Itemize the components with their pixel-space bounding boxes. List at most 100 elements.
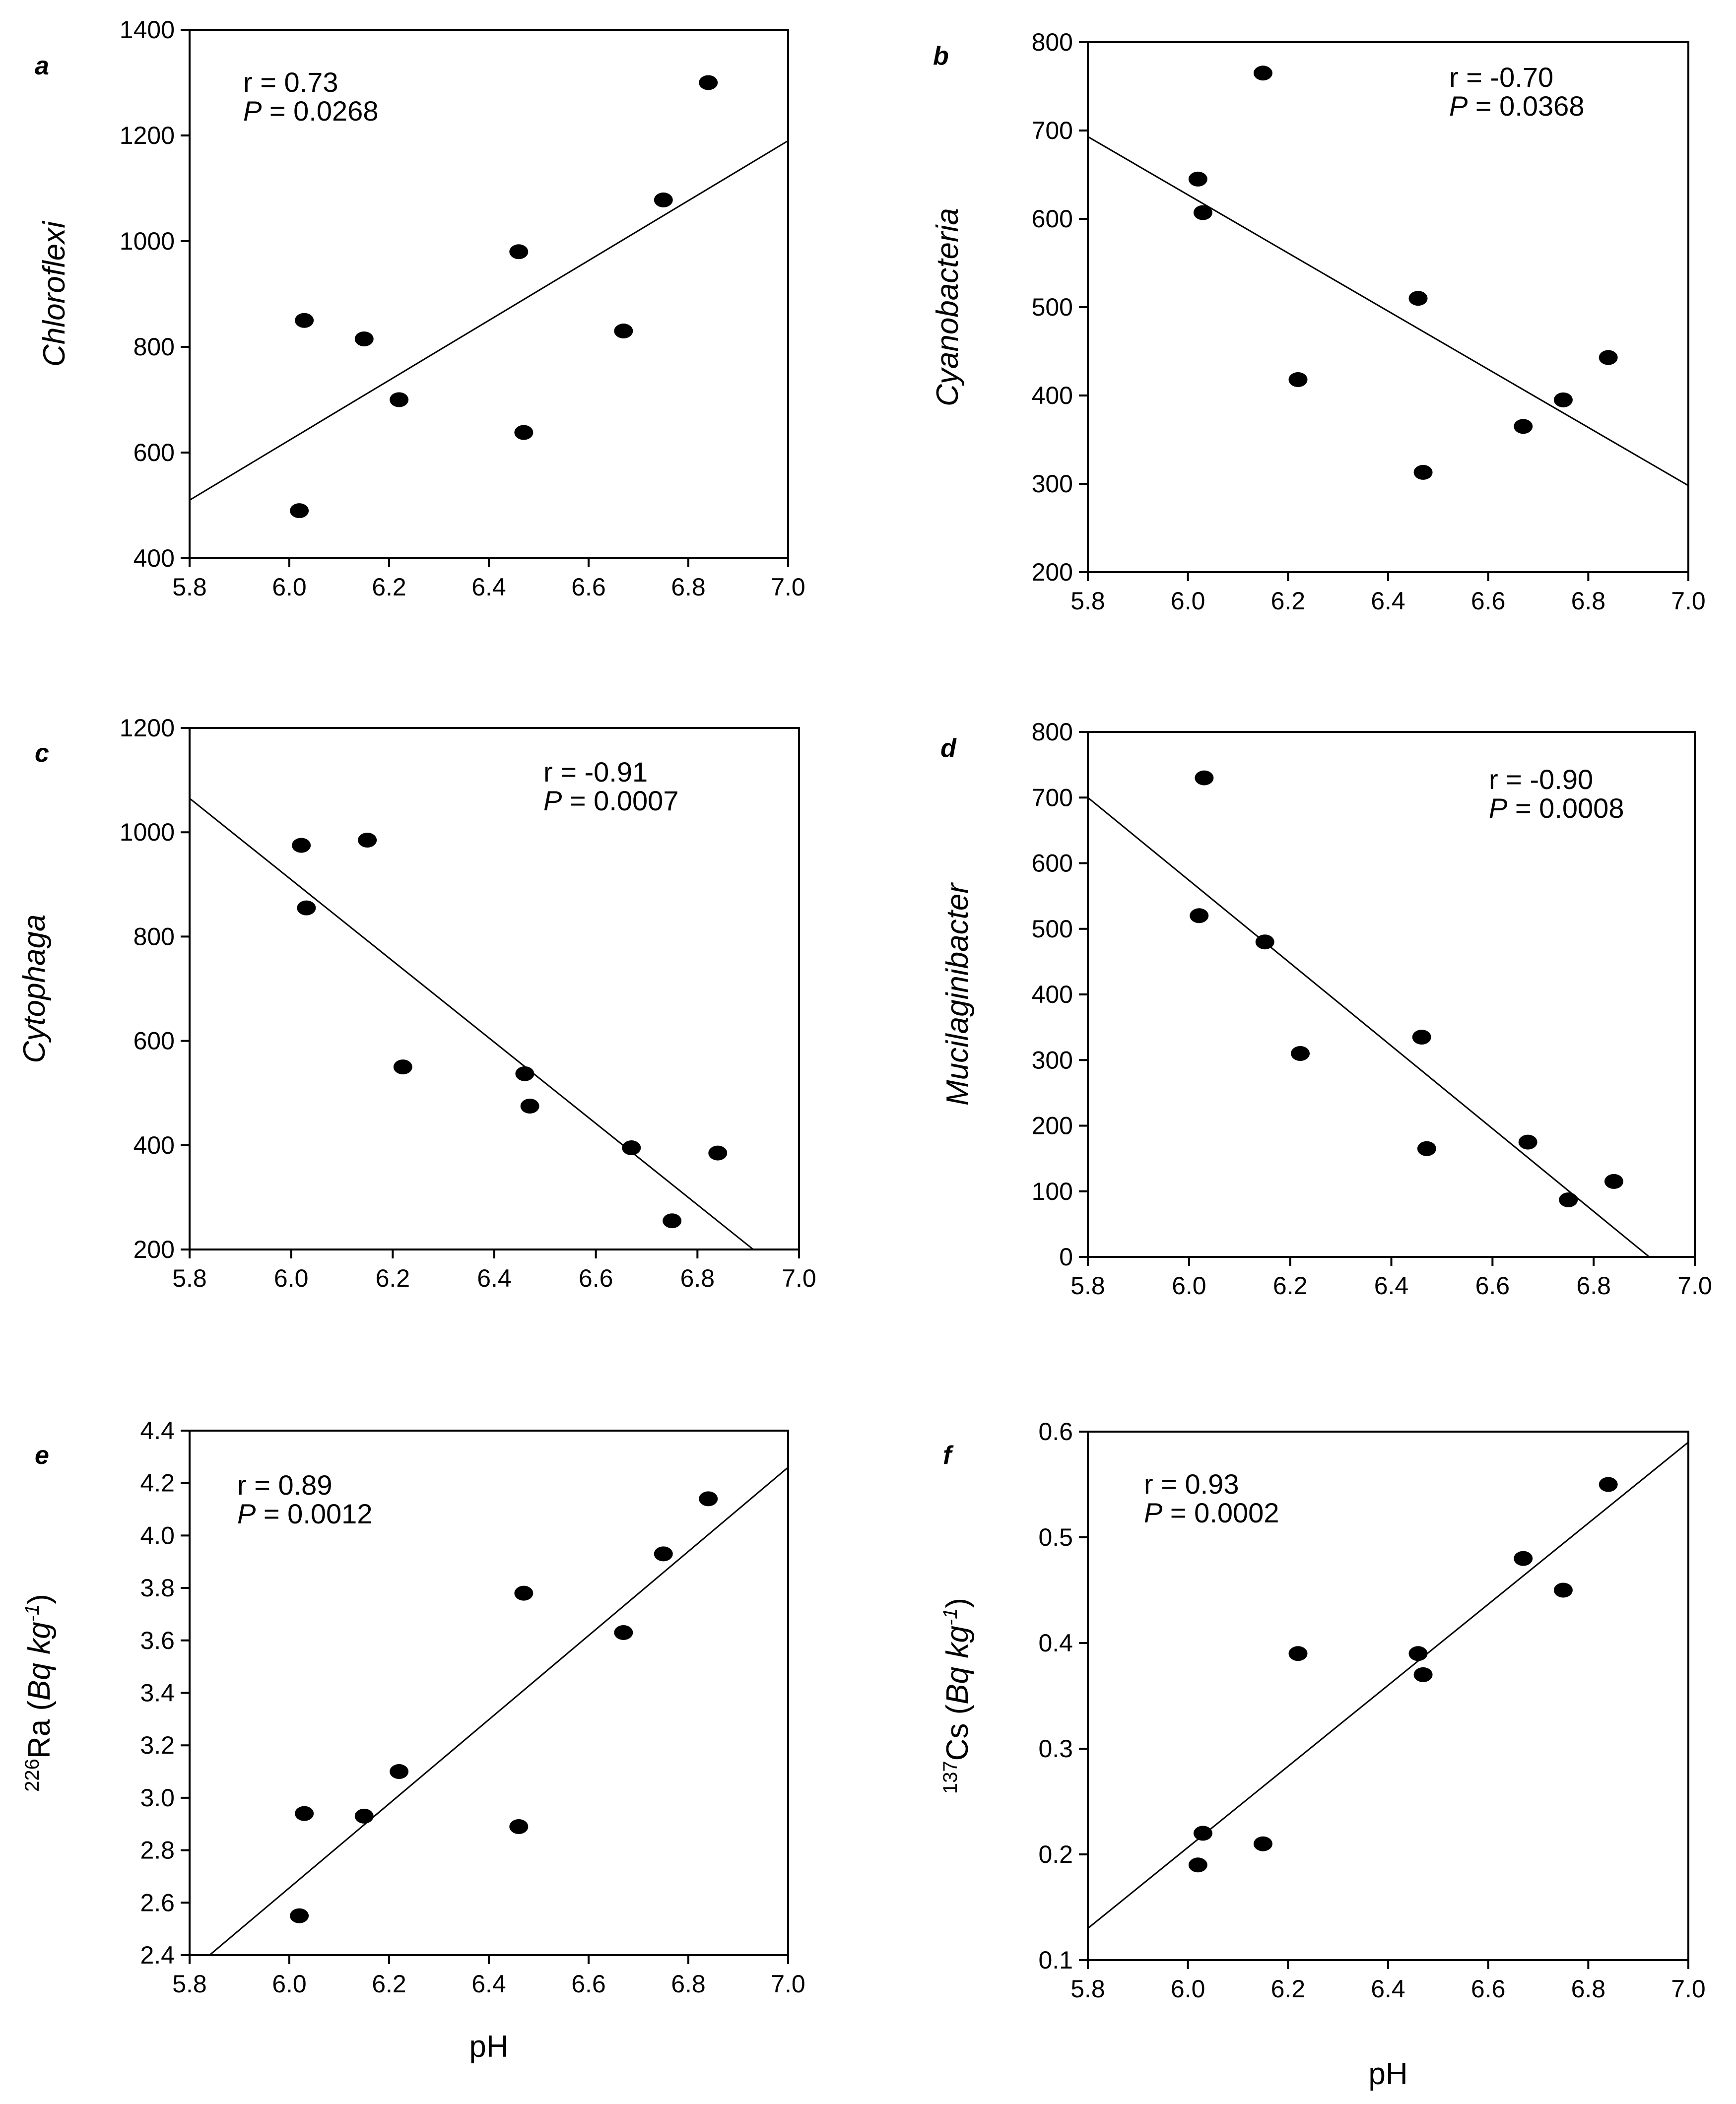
panel-f-x-tick-label: 6.6 <box>1471 1975 1506 2003</box>
panel-e-r-value: r = 0.89 <box>237 1469 332 1501</box>
panel-b-plot-frame <box>1087 41 1689 573</box>
panel-d-regression-line <box>1087 797 1650 1258</box>
panel-a-y-tick-label: 600 <box>134 439 175 466</box>
panel-a-x-tick-label: 6.6 <box>571 573 606 601</box>
panel-d-data-point <box>1518 1134 1537 1150</box>
panel-f-y-axis-label-part: ) <box>940 1598 975 1608</box>
panel-e-x-tick-label: 5.8 <box>172 1970 207 1998</box>
panel-c-p-symbol: P <box>543 785 562 816</box>
panel-e-data-point <box>295 1806 314 1821</box>
panel-c-y-tick-label: 200 <box>134 1236 175 1263</box>
panel-f-data-point <box>1553 1582 1573 1598</box>
panel-b-data-point <box>1288 372 1308 387</box>
panel-a-p-symbol: P <box>243 95 262 127</box>
panel-b-data-point <box>1193 205 1212 220</box>
panel-e-y-tick-label: 3.6 <box>140 1627 175 1654</box>
panel-e-y-axis-label-part: ) <box>22 1594 57 1604</box>
panel-d-y-tick-label: 500 <box>1032 915 1073 943</box>
panel-a-data-point <box>614 324 633 339</box>
panel-a-y-axis-label: Chloroflexi <box>37 220 71 367</box>
panel-b-data-point <box>1553 392 1573 407</box>
panel-f-y-axis-label-part: Bq kg <box>940 1626 975 1705</box>
panel-c-y-axis-label-part: Cytophaga <box>17 915 52 1063</box>
panel-b-y-tick-label: 500 <box>1032 293 1073 321</box>
panel-a-data-point <box>354 331 374 347</box>
panel-e-x-tick-label: 7.0 <box>771 1970 805 1998</box>
panel-b-x-tick-label: 6.4 <box>1371 587 1405 615</box>
panel-e-y-axis-label-part: -1 <box>21 1604 43 1622</box>
panel-b-y-tick-label: 300 <box>1032 470 1073 498</box>
panel-c-x-tick-label: 6.4 <box>477 1264 512 1292</box>
panel-e-data-point <box>390 1764 409 1779</box>
panel-d-y-tick-label: 300 <box>1032 1046 1073 1074</box>
panel-d-x-tick-label: 7.0 <box>1677 1272 1712 1300</box>
panel-b-x-tick-label: 6.2 <box>1271 587 1306 615</box>
panel-c-data-point <box>520 1098 539 1114</box>
panel-b-data-point <box>1514 419 1533 434</box>
panel-c-y-tick-label: 1000 <box>120 818 175 846</box>
panel-f-data-point <box>1413 1667 1433 1682</box>
panel-b-y-axis-label-part: Cyanobacteria <box>931 208 965 406</box>
panel-d-data-point <box>1190 908 1209 923</box>
panel-f-r-value: r = 0.93 <box>1144 1468 1239 1500</box>
panel-b-x-tick-label: 6.8 <box>1571 587 1606 615</box>
panel-e-data-point <box>654 1546 673 1562</box>
panel-e-x-tick-label: 6.0 <box>272 1970 307 1998</box>
panel-f-x-tick-label: 6.4 <box>1371 1975 1405 2003</box>
panel-d-y-axis-label-part: Mucilaginibacter <box>940 882 975 1106</box>
panel-d-x-tick-label: 5.8 <box>1070 1272 1105 1300</box>
panel-b-x-tick-label: 5.8 <box>1070 587 1105 615</box>
panel-c-x-tick-label: 6.2 <box>376 1264 410 1292</box>
panel-b-data-point <box>1408 291 1428 306</box>
panel-a-regression-line <box>189 140 789 501</box>
panel-b: 5.8 6.0 6.2 6.4 6.6 6.8 7.0 200 300 400 500 600 700 8… <box>931 28 1706 615</box>
panel-a-r-value: r = 0.73 <box>243 66 338 98</box>
panel-e-y-axis-label: 226Ra (Bq kg-1) <box>21 1594 57 1792</box>
panel-b-x-tick-label: 6.0 <box>1171 587 1205 615</box>
panel-c-y-tick-label: 800 <box>134 922 175 950</box>
panel-e-data-point <box>514 1585 534 1601</box>
panel-e-data-point <box>354 1808 374 1824</box>
panel-e-p-number: = 0.0012 <box>256 1498 372 1529</box>
panel-a-data-point <box>290 503 309 519</box>
panel-e-x-axis-label: pH <box>469 2030 508 2064</box>
panel-d-p-number: = 0.0008 <box>1507 792 1624 824</box>
panel-e-p-symbol: P <box>237 1498 256 1529</box>
panel-e-y-axis-label-part: Ra ( <box>22 1701 57 1759</box>
panel-b-p-value: P = 0.0368 <box>1449 90 1584 122</box>
panel-f-p-symbol: P <box>1144 1497 1162 1528</box>
panel-c-r-value: r = -0.91 <box>543 756 648 788</box>
panel-e-p-value: P = 0.0012 <box>237 1498 372 1529</box>
panel-f-x-tick-label: 6.2 <box>1271 1975 1306 2003</box>
panel-a-y-tick-label: 1000 <box>120 227 175 255</box>
panel-c-regression-line <box>189 797 754 1250</box>
panel-e-y-tick-label: 2.6 <box>140 1889 175 1916</box>
panel-f-data-point <box>1193 1826 1212 1841</box>
panel-d-data-point <box>1417 1141 1436 1156</box>
panel-e-y-tick-label: 4.0 <box>140 1521 175 1549</box>
panel-d-y-tick-label: 200 <box>1032 1112 1073 1140</box>
panel-d-x-tick-label: 6.4 <box>1374 1272 1409 1300</box>
panel-c-data-point <box>297 900 316 916</box>
panel-c-data-point <box>358 832 377 848</box>
panel-b-regression-line <box>1087 136 1689 486</box>
panel-f-y-tick-label: 0.2 <box>1038 1841 1073 1868</box>
panel-d-y-tick-label: 100 <box>1032 1178 1073 1205</box>
panel-e-x-tick-label: 6.4 <box>471 1970 506 1998</box>
panel-c-y-tick-label: 400 <box>134 1131 175 1159</box>
panel-e: 5.8 6.0 6.2 6.4 6.6 6.8 7.0 2.4 2.6 2.8 3.0 3.2 3.4 3… <box>21 1417 805 2064</box>
panel-a-data-point <box>295 313 314 328</box>
panel-b-data-point <box>1188 171 1207 187</box>
panel-d-x-tick-label: 6.8 <box>1576 1272 1611 1300</box>
panel-e-y-tick-label: 3.2 <box>140 1731 175 1759</box>
panel-d-data-point <box>1255 934 1274 950</box>
panel-e-y-tick-label: 3.4 <box>140 1679 175 1707</box>
panel-f-y-axis-label-part: -1 <box>939 1608 961 1626</box>
panel-f-data-point <box>1253 1836 1272 1851</box>
panel-b-x-tick-label: 6.6 <box>1471 587 1506 615</box>
panel-a-x-tick-label: 6.0 <box>272 573 307 601</box>
panel-a-data-point <box>654 192 673 207</box>
panel-f-p-value: P = 0.0002 <box>1144 1497 1279 1528</box>
panel-c-letter: c <box>35 739 49 768</box>
